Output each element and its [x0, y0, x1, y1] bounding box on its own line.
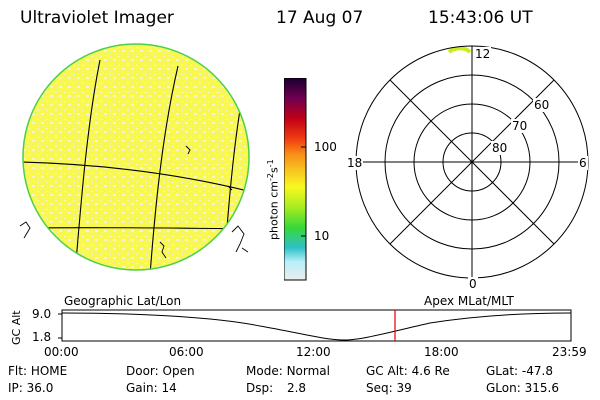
mlt-label-6: 6 — [578, 156, 588, 170]
coastline — [159, 241, 167, 259]
time-tick-label: 18:00 — [424, 345, 459, 359]
altitude-ytick: 9.0 — [32, 307, 52, 321]
status-glon: GLon: 315.6 — [486, 381, 559, 395]
colorbar-gradient — [284, 78, 307, 281]
status-flt: Flt: HOME — [8, 364, 68, 378]
status-gc-alt: GC Alt: 4.6 Re — [366, 364, 450, 378]
limb-outline — [22, 43, 250, 271]
coastline — [185, 145, 191, 155]
app-title: Ultraviolet Imager — [20, 8, 174, 28]
status-door: Door: Open — [126, 364, 195, 378]
polar-panel-label: Apex MLat/MLT — [424, 294, 514, 308]
time-tick-label: 12:00 — [296, 345, 331, 359]
coastline — [227, 185, 233, 191]
status-glat: GLat: -47.8 — [486, 364, 553, 378]
time-tick-label: 06:00 — [169, 345, 204, 359]
mlat-label-60: 60 — [533, 98, 551, 112]
mlat-label-70: 70 — [511, 119, 529, 133]
status-gain: Gain: 14 — [126, 381, 177, 395]
status-seq: Seq: 39 — [366, 381, 412, 395]
colorbar — [284, 78, 307, 281]
coastline — [241, 247, 249, 253]
uv-emission-disc — [23, 44, 249, 270]
longitude-line — [75, 59, 101, 263]
altitude-ylabel: GC Alt — [10, 310, 23, 345]
mlat-label-80: 80 — [491, 141, 509, 155]
mlt-label-0: 0 — [468, 277, 478, 291]
altitude-plot-frame — [61, 309, 572, 342]
colorbar-tick-label: 100 — [314, 140, 337, 154]
mlt-label-12: 12 — [474, 47, 492, 61]
observation-date: 17 Aug 07 — [276, 8, 364, 28]
globe-panel-label: Geographic Lat/Lon — [64, 294, 182, 308]
longitude-line — [149, 65, 179, 270]
latitude-line — [23, 161, 249, 193]
status-mode: Mode: Normal — [246, 364, 330, 378]
time-tick-label: 23:59 — [552, 345, 587, 359]
colorbar-tick-label: 10 — [314, 229, 330, 243]
status-dsp: Dsp: 2.8 — [246, 381, 307, 395]
status-ip: IP: 36.0 — [8, 381, 54, 395]
mlt-label-18: 18 — [346, 156, 364, 170]
coastline — [19, 221, 31, 239]
time-tick-label: 00:00 — [44, 345, 79, 359]
coastline — [231, 225, 245, 253]
altitude-curve — [61, 312, 572, 341]
observation-time: 15:43:06 UT — [428, 8, 533, 28]
auroral-emission-arc — [447, 46, 472, 54]
mlt-spoke — [389, 79, 555, 245]
altitude-ytick: 1.8 — [32, 330, 52, 344]
